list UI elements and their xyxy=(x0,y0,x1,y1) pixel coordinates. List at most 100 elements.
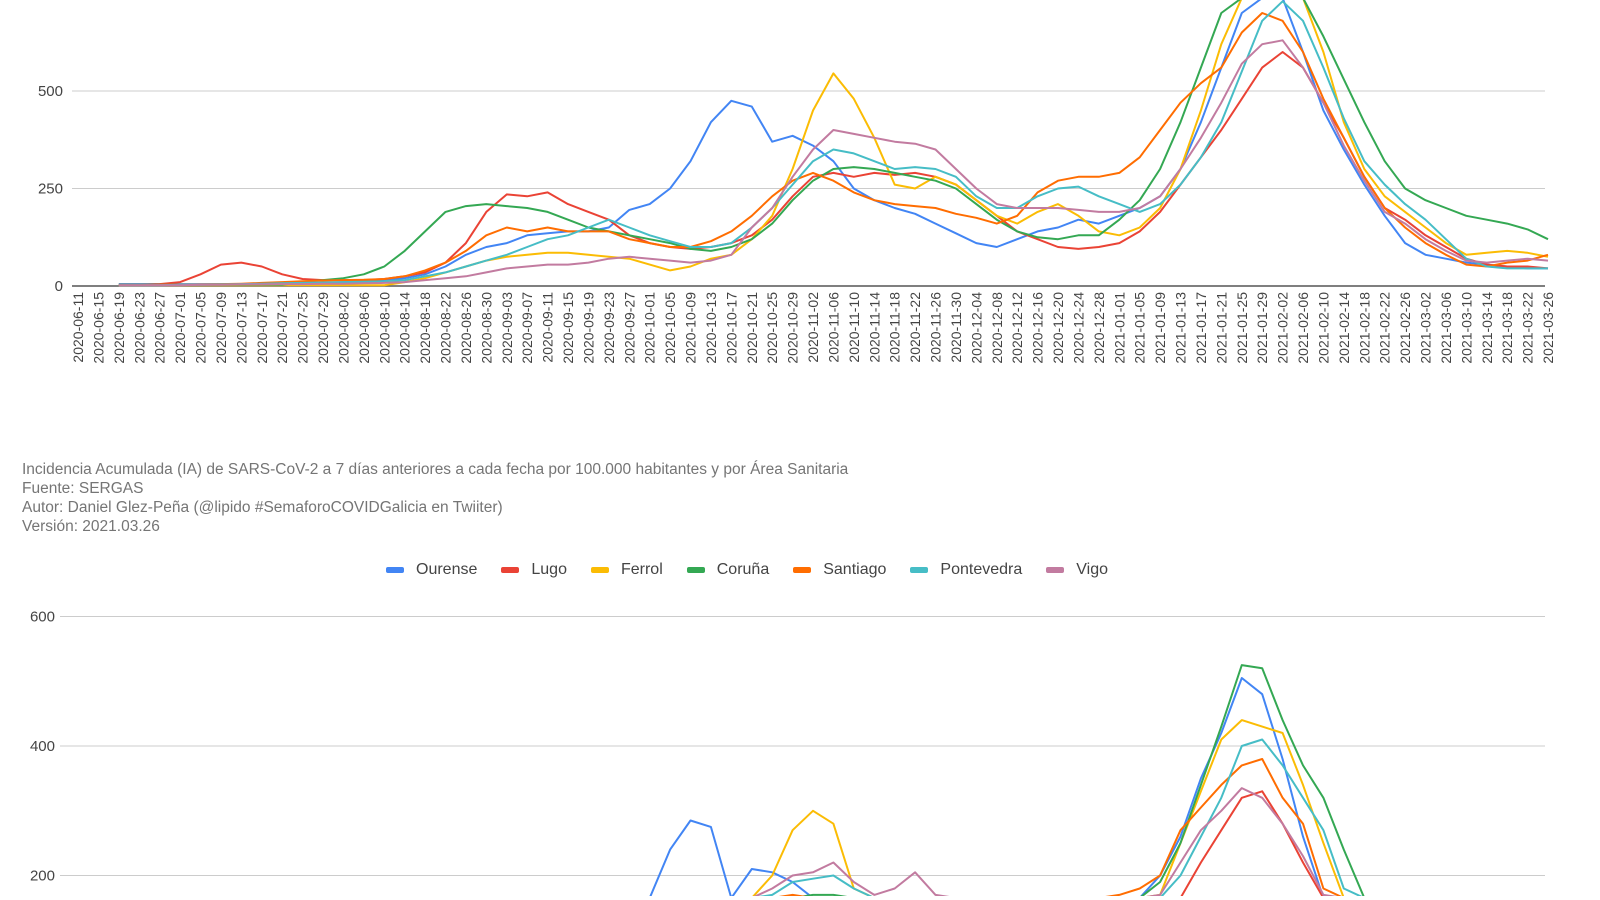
x-tick-label: 2021-03-14 xyxy=(1479,292,1495,364)
legend-label: Santiago xyxy=(823,561,887,578)
x-tick-label: 2020-09-19 xyxy=(580,292,596,364)
x-tick-label: 2020-11-18 xyxy=(887,292,903,363)
x-tick-label: 2020-08-02 xyxy=(335,292,351,364)
chart-legend: Ourense Lugo Ferrol Coruña Santiago Pont… xyxy=(386,561,1132,579)
caption-version: Versión: 2021.03.26 xyxy=(22,518,160,535)
x-tick-label: 2020-07-01 xyxy=(172,292,188,364)
legend-item-vigo[interactable]: Vigo xyxy=(1046,561,1108,579)
x-tick-label: 2020-08-26 xyxy=(458,292,474,364)
x-tick-label: 2020-06-11 xyxy=(70,292,86,363)
x-tick-label: 2020-12-12 xyxy=(1009,292,1025,364)
x-tick-label: 2020-07-21 xyxy=(274,292,290,364)
series-line-coruña xyxy=(799,664,1365,896)
x-tick-label: 2020-11-14 xyxy=(866,292,882,363)
y-tick-label: 250 xyxy=(38,181,63,198)
x-tick-label: 2020-07-29 xyxy=(315,292,331,364)
legend-label: Ferrol xyxy=(620,561,663,578)
x-tick-label: 2021-01-13 xyxy=(1173,292,1189,364)
x-tick-label: 2020-11-22 xyxy=(907,292,923,363)
legend-item-coruna[interactable]: Coruña xyxy=(686,561,770,579)
x-tick-label: 2020-08-06 xyxy=(356,292,372,364)
legend-item-pontevedra[interactable]: Pontevedra xyxy=(910,561,1022,579)
series-lines xyxy=(118,0,1549,287)
series-line-ferrol xyxy=(118,0,1549,287)
x-tick-label: 2020-11-30 xyxy=(948,292,964,363)
x-tick-label: 2020-08-18 xyxy=(417,292,433,364)
series-line-coruña xyxy=(118,0,1549,286)
x-tick-label: 2021-01-05 xyxy=(1132,292,1148,364)
legend-swatch xyxy=(686,567,705,573)
y-tick-label: 0 xyxy=(55,278,63,295)
x-tick-label: 2020-10-17 xyxy=(723,292,739,364)
legend-swatch xyxy=(386,567,404,573)
x-tick-label: 2020-10-01 xyxy=(642,292,658,364)
x-tick-label: 2020-11-10 xyxy=(846,292,862,363)
x-tick-label: 2021-02-06 xyxy=(1295,292,1311,364)
x-tick-label: 2020-08-22 xyxy=(438,292,454,364)
x-tick-label: 2021-01-01 xyxy=(1111,292,1127,364)
x-tick-label: 2021-02-10 xyxy=(1315,292,1331,364)
x-tick-label: 2020-10-09 xyxy=(683,292,699,364)
legend-label: Coruña xyxy=(716,561,770,578)
legend-label: Lugo xyxy=(531,561,567,578)
legend-swatch xyxy=(910,567,929,573)
x-tick-label: 2021-01-21 xyxy=(1213,292,1229,364)
x-tick-label: 2021-03-02 xyxy=(1418,292,1434,364)
x-tick-label: 2020-09-23 xyxy=(601,292,617,364)
x-tick-label: 2020-06-23 xyxy=(131,292,147,364)
x-tick-label: 2020-07-09 xyxy=(213,292,229,364)
caption-description: Incidencia Acumulada (IA) de SARS-CoV-2 … xyxy=(22,461,849,478)
series-line-ourense xyxy=(118,0,1548,286)
x-tick-label: 2020-07-05 xyxy=(193,292,209,364)
series-lines xyxy=(649,664,1365,896)
x-tick-label: 2020-10-05 xyxy=(662,292,678,364)
x-tick-label: 2020-08-30 xyxy=(478,292,494,364)
legend-swatch xyxy=(590,567,609,573)
x-tick-label: 2021-01-25 xyxy=(1234,292,1250,364)
x-tick-label: 2021-03-22 xyxy=(1520,292,1536,364)
series-line-pontevedra xyxy=(118,0,1548,287)
x-tick-label: 2020-12-08 xyxy=(989,292,1005,364)
x-tick-label: 2021-02-22 xyxy=(1377,292,1393,364)
x-tick-label: 2020-07-13 xyxy=(233,292,249,364)
legend-item-santiago[interactable]: Santiago xyxy=(793,561,886,579)
legend-swatch xyxy=(793,567,812,573)
series-line-santiago xyxy=(118,12,1549,287)
series-line-pontevedra xyxy=(758,738,1363,896)
x-tick-label: 2021-03-10 xyxy=(1458,292,1474,364)
chart-caption: Incidencia Acumulada (IA) de SARS-CoV-2 … xyxy=(22,460,848,536)
x-tick-label: 2021-03-06 xyxy=(1438,292,1454,364)
x-tick-label: 2021-02-14 xyxy=(1336,292,1352,364)
x-tick-label: 2020-11-26 xyxy=(928,292,944,363)
y-tick-label: 400 xyxy=(30,738,55,755)
x-tick-label: 2020-06-19 xyxy=(111,292,127,364)
x-tick-label: 2020-12-28 xyxy=(1091,292,1107,364)
caption-source: Fuente: SERGAS xyxy=(22,480,144,497)
x-tick-label: 2020-09-03 xyxy=(499,292,515,364)
caption-author: Autor: Daniel Glez-Peña (@lipido #Semafo… xyxy=(22,499,503,516)
chart-1: 200 400 600 xyxy=(30,609,1545,896)
series-line-ourense xyxy=(649,677,1324,896)
x-tick-label: 2020-10-29 xyxy=(785,292,801,364)
x-tick-label: 2021-01-09 xyxy=(1152,292,1168,364)
legend-swatch xyxy=(1046,567,1065,573)
x-tick-label: 2021-02-18 xyxy=(1356,292,1372,364)
legend-item-ferrol[interactable]: Ferrol xyxy=(590,561,663,579)
x-tick-label: 2020-11-02 xyxy=(805,292,821,363)
series-line-santiago xyxy=(778,758,1342,896)
x-tick-label: 2020-12-24 xyxy=(1070,292,1086,364)
x-tick-label: 2020-06-27 xyxy=(152,292,168,364)
x-tick-label: 2020-08-14 xyxy=(397,292,413,364)
y-tick-label: 600 xyxy=(30,609,55,626)
legend-label: Vigo xyxy=(1076,561,1108,578)
x-tick-label: 2020-07-17 xyxy=(254,292,270,364)
x-tick-label: 2020-09-07 xyxy=(519,292,535,364)
x-tick-label: 2021-03-18 xyxy=(1499,292,1515,364)
x-tick-label: 2020-10-25 xyxy=(764,292,780,364)
series-line-vigo xyxy=(118,39,1549,287)
legend-label: Pontevedra xyxy=(940,561,1023,578)
legend-item-ourense[interactable]: Ourense xyxy=(386,561,477,579)
legend-item-lugo[interactable]: Lugo xyxy=(501,561,567,579)
